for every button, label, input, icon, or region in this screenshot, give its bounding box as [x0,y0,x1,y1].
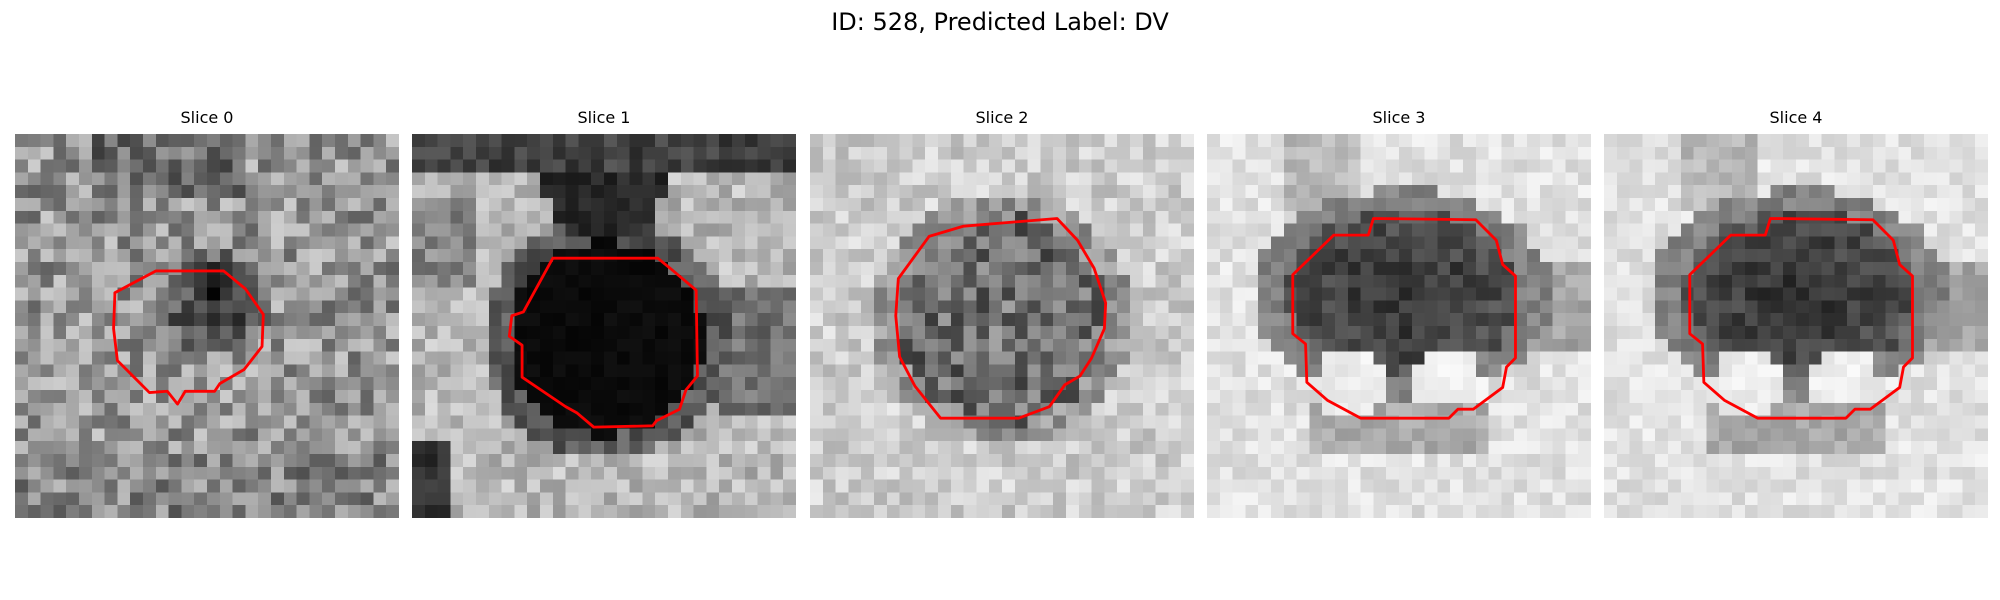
slice-image-3 [1207,134,1591,518]
slice-image-0 [15,134,399,518]
slice-panel-3: Slice 3 [1207,108,1591,518]
lesion-contour-4 [1688,217,1914,420]
slice-title-0: Slice 0 [180,108,234,127]
slice-panel-1: Slice 1 [412,108,796,518]
slice-panel-2: Slice 2 [810,108,1194,518]
slice-title-2: Slice 2 [975,108,1029,127]
slice-panel-4: Slice 4 [1604,108,1988,518]
slice-image-4 [1604,134,1988,518]
slice-title-4: Slice 4 [1769,108,1823,127]
lesion-contour-2 [894,217,1108,420]
lesion-contour-3 [1291,217,1517,420]
slice-title-1: Slice 1 [577,108,631,127]
slice-image-1 [412,134,796,518]
slice-title-3: Slice 3 [1372,108,1426,127]
slice-image-2 [810,134,1194,518]
slice-panel-0: Slice 0 [15,108,399,518]
lesion-contour-0 [112,269,265,406]
figure-title: ID: 528, Predicted Label: DV [831,8,1169,36]
lesion-contour-1 [507,256,699,429]
